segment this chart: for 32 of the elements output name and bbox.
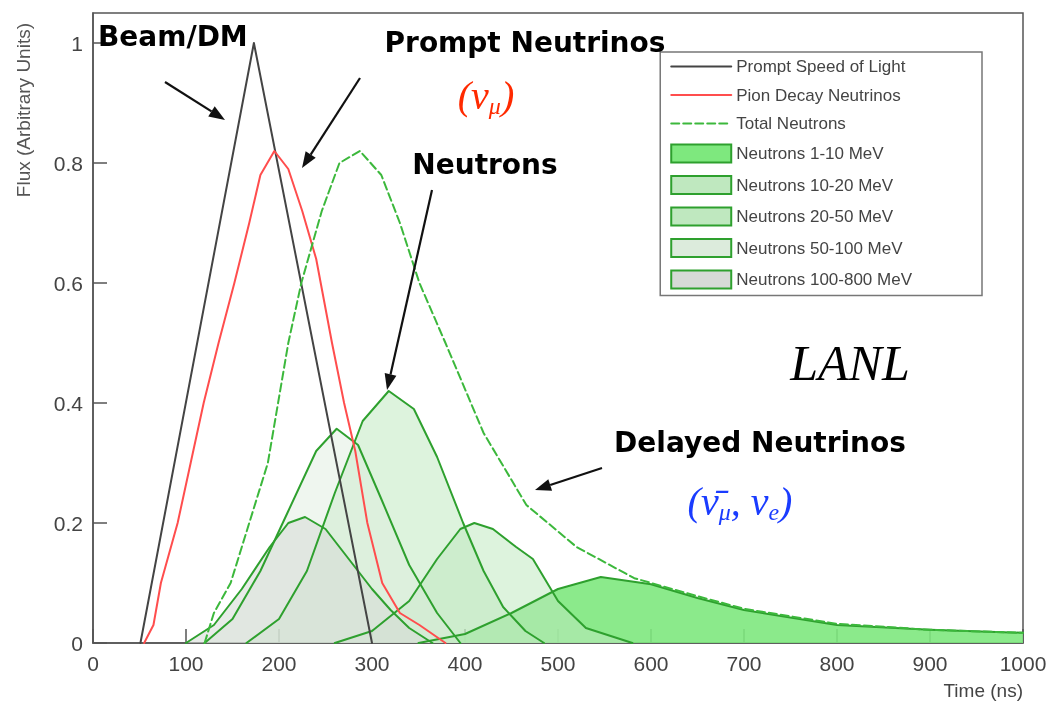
x-tick-label: 400 — [447, 652, 483, 675]
x-tick-label: 200 — [261, 652, 297, 675]
legend-label: Total Neutrons — [736, 114, 846, 133]
legend-label: Neutrons 20-50 MeV — [736, 207, 894, 226]
y-tick-label: 0.8 — [53, 151, 83, 175]
x-tick-label: 900 — [912, 652, 948, 675]
legend-label: Neutrons 10-20 MeV — [736, 175, 894, 195]
x-tick-label: 600 — [633, 652, 669, 675]
legend-label: Neutrons 1-10 MeV — [736, 144, 885, 163]
x-tick-label: 500 — [540, 652, 576, 675]
x-axis-title: Time (ns) — [943, 680, 1023, 701]
legend-label: Neutrons 50-100 MeV — [736, 238, 904, 258]
y-axis-title: Flux (Arbitrary Units) — [13, 23, 34, 198]
x-tick-label: 300 — [354, 652, 390, 675]
y-tick-label: 1 — [71, 31, 83, 55]
x-tick-label: 800 — [819, 652, 855, 675]
annotation: LANL — [789, 335, 910, 391]
x-tick-label: 700 — [726, 652, 762, 675]
x-tick-label: 100 — [168, 652, 204, 675]
annotation: Delayed Neutrinos — [614, 425, 906, 459]
y-tick-label: 0.6 — [53, 271, 83, 295]
y-tick-label: 0 — [71, 631, 83, 655]
x-tick-label: 1000 — [999, 652, 1047, 675]
legend-label: Pion Decay Neutrinos — [736, 85, 901, 105]
y-tick-label: 0.4 — [53, 391, 84, 415]
legend-label: Neutrons 100-800 MeV — [736, 270, 913, 289]
annotation: Neutrons — [412, 147, 558, 181]
annotation: Beam/DM — [98, 19, 248, 53]
y-tick-label: 0.2 — [53, 511, 83, 535]
legend-label: Prompt Speed of Light — [736, 57, 906, 76]
x-tick-label: 0 — [87, 652, 99, 675]
annotation: Prompt Neutrinos — [384, 25, 666, 59]
